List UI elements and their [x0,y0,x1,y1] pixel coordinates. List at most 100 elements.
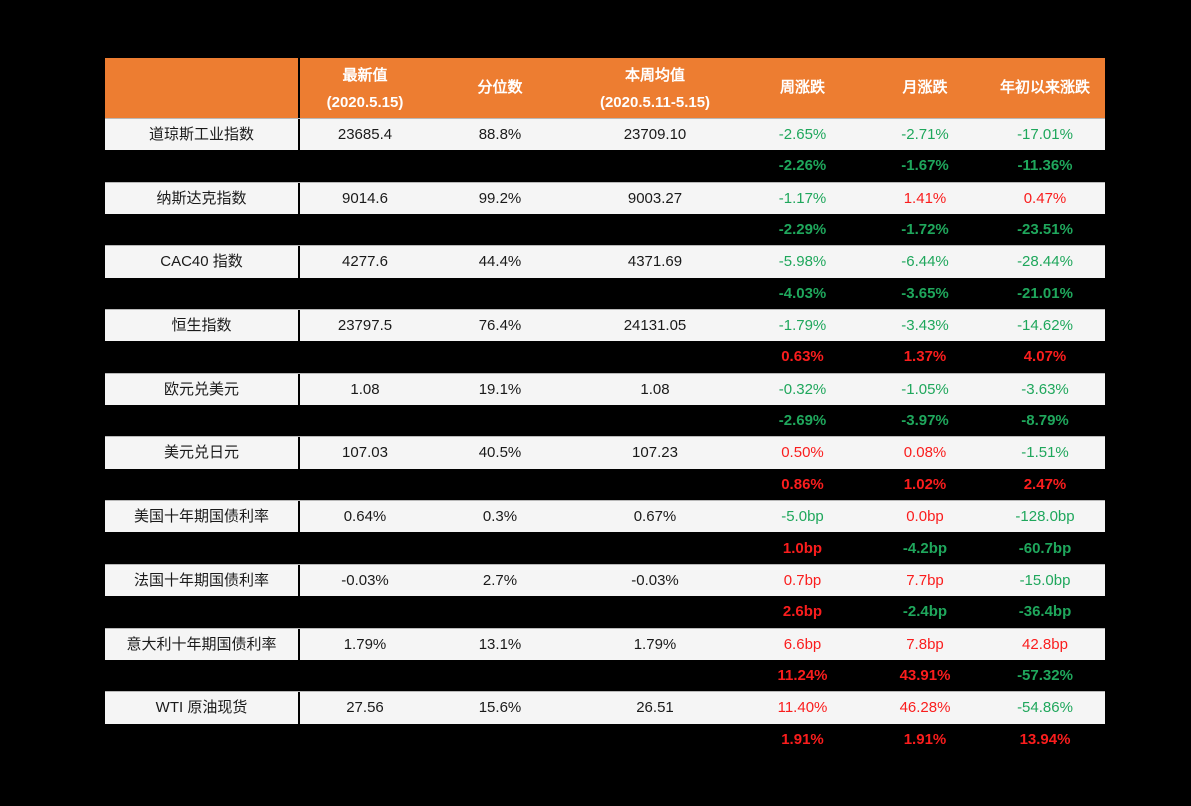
week-chg-value: 11.24% [777,666,828,684]
row-label: 法国十年期国债利率 [105,564,300,597]
month-chg-value: -3.65% [901,284,949,302]
month-chg-value: 46.28% [899,699,951,717]
ytd-chg-value: -23.51% [1017,221,1073,239]
latest-empty [300,278,430,309]
month-chg-value: -1.67% [901,157,949,175]
week-chg-value: 0.63% [781,348,824,366]
ytd-chg-value: 4.07% [1023,348,1067,366]
table-row-sub: 1.91% 1.91% 13.94% [105,724,1105,755]
table-row-main: 美国十年期国债利率 0.64% 0.3% 0.67% -5.0bp 0.0bp -128.0… [105,500,1105,533]
row-label-empty [105,214,300,245]
percentile-empty [430,214,570,245]
table-row-sub: -2.29% -1.72% -23.51% [105,214,1105,245]
month-chg-value: 7.8bp [906,635,944,653]
ytd-chg-value: -54.86% [1017,699,1073,717]
week-avg-value: -0.03% [631,571,679,589]
week-chg-value: 11.40% [777,699,828,717]
week-avg-empty [570,405,740,436]
week-chg-value: -2.69% [778,412,827,430]
latest-value: -0.03% [341,571,389,589]
week-avg-value: 1.08 [640,380,670,398]
percentile-empty [430,150,570,181]
month-chg-value: 0.0bp [906,508,944,526]
row-label-empty [105,724,300,755]
row-label-empty [105,532,300,563]
latest-empty [300,660,430,691]
header-latest-label: 最新值 [342,67,388,85]
row-label-empty [105,341,300,372]
header-month-chg-label: 月涨跌 [902,79,948,97]
table-row-sub: 2.6bp -2.4bp -36.4bp [105,596,1105,627]
percentile-empty [430,405,570,436]
table-row-sub: 0.86% 1.02% 2.47% [105,469,1105,500]
week-avg-value: 26.51 [636,699,674,717]
latest-empty [300,532,430,563]
week-avg-empty [570,469,740,500]
ytd-chg-value: -11.36% [1017,157,1073,175]
week-chg-value: 0.50% [781,444,824,462]
month-chg-value: 1.41% [903,189,947,207]
percentile-value: 88.8% [478,126,522,144]
ytd-chg-value: -1.51% [1021,444,1069,462]
row-label-empty [105,596,300,627]
table-row-sub: 0.63% 1.37% 4.07% [105,341,1105,372]
month-chg-value: 7.7bp [906,571,944,589]
week-chg-value: -1.17% [778,189,827,207]
month-chg-value: -3.97% [901,412,949,430]
table-body: 道琼斯工业指数 23685.4 88.8% 23709.10 -2.65% -2.71% -… [105,118,1105,755]
row-label-empty [105,278,300,309]
week-chg-value: -0.32% [778,380,827,398]
header-cell-percentile: 分位数 [430,58,570,118]
percentile-value: 19.1% [478,380,522,398]
week-chg-value: 2.6bp [782,603,823,621]
latest-empty [300,724,430,755]
latest-value: 1.79% [343,635,387,653]
week-avg-value: 9003.27 [627,189,683,207]
table-row-main: 法国十年期国债利率 -0.03% 2.7% -0.03% 0.7bp 7.7bp -15.0… [105,563,1105,597]
percentile-value: 13.1% [478,635,522,653]
month-chg-value: 43.91% [899,666,951,684]
week-chg-value: -2.26% [778,157,827,175]
ytd-chg-value: -15.0bp [1019,571,1071,589]
table-row-main: 道琼斯工业指数 23685.4 88.8% 23709.10 -2.65% -2.71% -… [105,118,1105,151]
ytd-chg-value: -3.63% [1021,380,1069,398]
table-row-sub: -2.26% -1.67% -11.36% [105,150,1105,181]
latest-value: 23685.4 [337,126,393,144]
ytd-chg-value: -60.7bp [1018,539,1072,557]
month-chg-value: 1.02% [903,475,947,493]
row-label: 恒生指数 [105,310,300,342]
row-label: 意大利十年期国债利率 [105,628,300,660]
row-label: 欧元兑美元 [105,373,300,406]
header-cell-month-chg: 月涨跌 [865,58,985,118]
percentile-empty [430,724,570,755]
latest-empty [300,341,430,372]
percentile-empty [430,532,570,563]
week-chg-value: 0.7bp [783,571,822,589]
header-cell-week-avg: 本周均值 (2020.5.11-5.15) [570,58,740,118]
ytd-chg-value: 42.8bp [1022,635,1068,653]
row-label: 纳斯达克指数 [105,182,300,215]
ytd-chg-value: 13.94% [1019,730,1071,748]
header-cell-week-chg: 周涨跌 [740,58,865,118]
row-label-empty [105,660,300,691]
ytd-chg-value: -21.01% [1017,284,1073,302]
month-chg-value: 1.37% [903,348,947,366]
week-chg-value: 1.0bp [782,539,823,557]
month-chg-value: -6.44% [901,253,949,271]
ytd-chg-value: -36.4bp [1018,603,1072,621]
percentile-value: 0.3% [482,508,518,526]
table-row-main: WTI 原油现货 27.56 15.6% 26.51 11.40% 46.28% -54.8… [105,691,1105,724]
row-label: WTI 原油现货 [105,692,300,724]
percentile-empty [430,660,570,691]
month-chg-value: -1.72% [901,221,949,239]
ytd-chg-value: -14.62% [1017,317,1073,335]
week-avg-value: 4371.69 [627,253,683,271]
week-avg-empty [570,596,740,627]
percentile-value: 99.2% [478,189,522,207]
percentile-value: 2.7% [482,571,518,589]
header-latest-date: (2020.5.15) [326,93,404,111]
week-avg-value: 1.79% [633,635,677,653]
table-row-main: 纳斯达克指数 9014.6 99.2% 9003.27 -1.17% 1.41% 0.47% [105,181,1105,215]
week-avg-empty [570,724,740,755]
table-header: 最新值 (2020.5.15) 分位数 本周均值 (2020.5.11-5.15… [105,58,1105,118]
